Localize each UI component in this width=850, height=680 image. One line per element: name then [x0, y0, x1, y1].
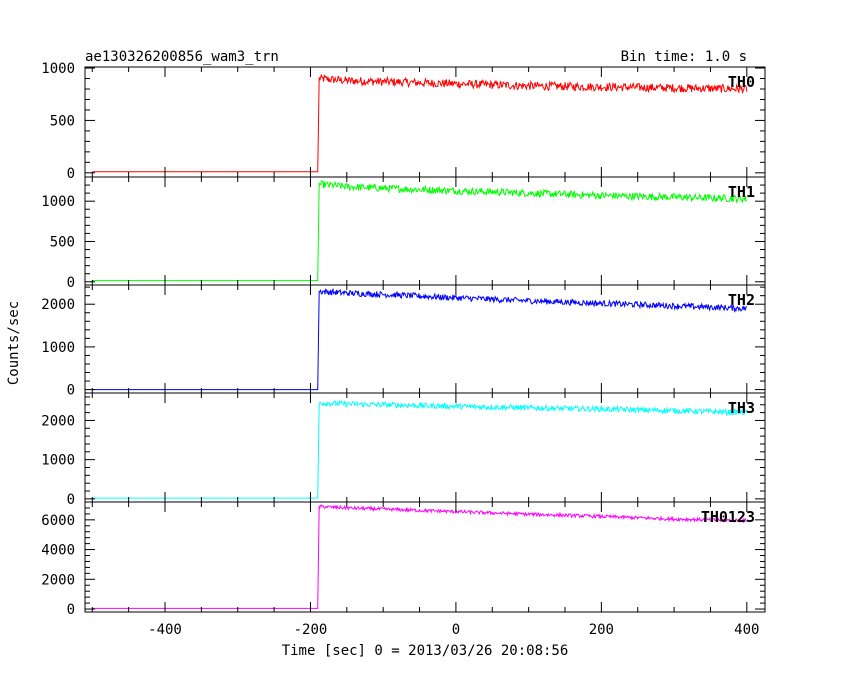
panel-label: TH0123 — [701, 508, 755, 526]
y-tick-label: 0 — [67, 166, 75, 182]
y-tick-label: 1000 — [41, 61, 75, 77]
panel-label: TH1 — [728, 183, 755, 201]
y-tick-label: 0 — [67, 383, 75, 399]
panel-th1: 0 500 1000 TH1 — [41, 176, 766, 291]
chart-title: ae130326200856_wam3_trn — [85, 49, 279, 65]
panel-frame — [84, 66, 766, 178]
panel-label: TH2 — [728, 291, 755, 309]
series-line-th2 — [92, 287, 748, 391]
panel-frame — [84, 176, 766, 286]
panel-th3: 0 1000 2000 TH3 — [41, 392, 766, 508]
y-tick-label: 4000 — [41, 543, 75, 559]
y-tick-label: 0 — [67, 275, 75, 291]
panel-frame — [84, 392, 766, 503]
y-tick-label: 1000 — [41, 453, 75, 469]
x-tick-label: 0 — [452, 622, 460, 638]
series-line-th3 — [92, 399, 748, 499]
panel-label: TH3 — [728, 399, 755, 417]
panel-th0123: 0 2000 4000 6000 TH0123 — [41, 501, 766, 618]
y-tick-label: 1000 — [41, 194, 75, 210]
y-tick-label: 500 — [50, 113, 75, 129]
bin-time-label: Bin time: 1.0 s — [621, 49, 747, 65]
x-tick-label: -200 — [294, 622, 328, 638]
panel-frame — [84, 284, 766, 394]
series-line-th0123 — [92, 504, 748, 609]
y-tick-label: 0 — [67, 602, 75, 618]
series-line-th1 — [92, 180, 748, 282]
y-tick-label: 2000 — [41, 297, 75, 313]
panel-frame — [84, 501, 766, 613]
y-tick-label: 0 — [67, 492, 75, 508]
y-axis-label: Counts/sec — [6, 301, 22, 385]
y-tick-label: 500 — [50, 234, 75, 250]
x-axis-label: Time [sec] 0 = 2013/03/26 20:08:56 — [282, 643, 569, 659]
y-tick-label: 2000 — [41, 413, 75, 429]
x-tick-label: -400 — [148, 622, 182, 638]
series-line-th0 — [92, 73, 748, 173]
y-tick-label: 6000 — [41, 513, 75, 529]
y-tick-label: 1000 — [41, 340, 75, 356]
y-tick-label: 2000 — [41, 572, 75, 588]
x-tick-label: 400 — [734, 622, 759, 638]
panel-label: TH0 — [728, 73, 755, 91]
panel-th0: 0 500 1000 TH0 — [41, 61, 766, 182]
panel-th2: 0 1000 2000 TH2 — [41, 284, 766, 399]
x-tick-label: 200 — [589, 622, 614, 638]
